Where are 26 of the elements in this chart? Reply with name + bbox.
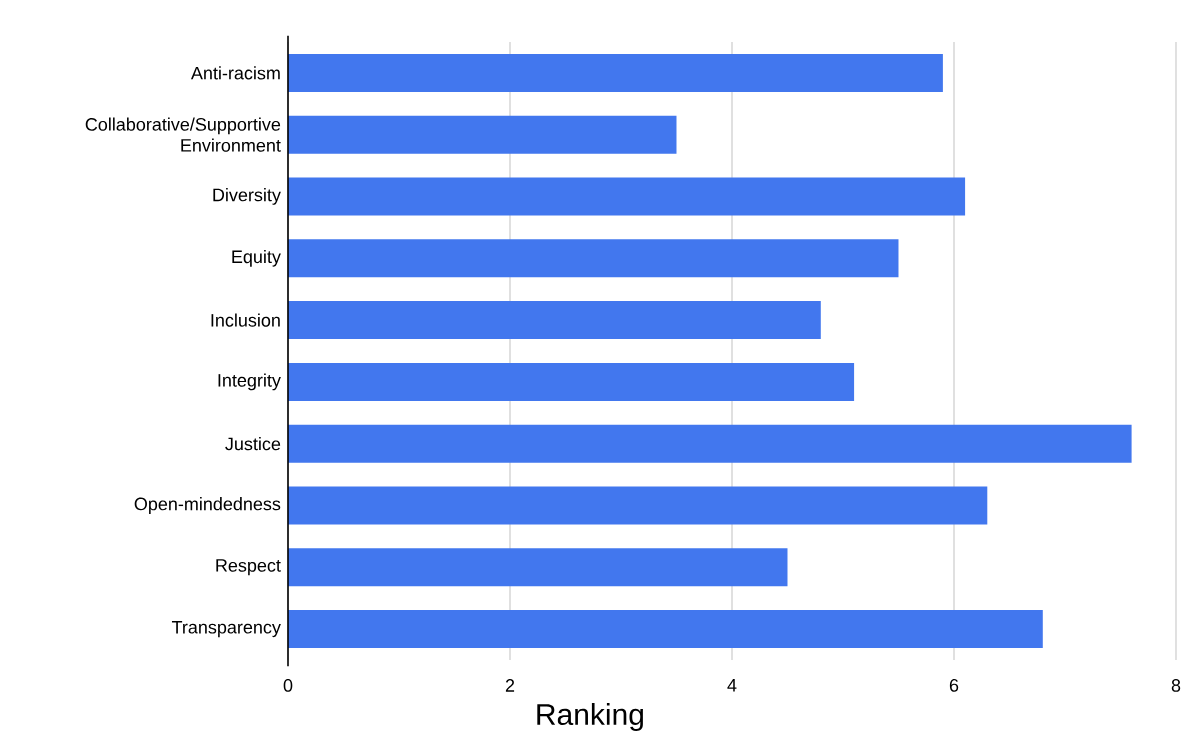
x-axis-title: Ranking	[537, 703, 643, 732]
bar	[288, 424, 1132, 463]
y-tick-label: Justice	[225, 437, 281, 451]
x-tick-label: 2	[505, 679, 515, 692]
bar	[288, 177, 966, 216]
y-tick-label: Inclusion	[211, 313, 280, 327]
y-tick-label: Open-mindedness	[134, 497, 281, 514]
bar	[288, 301, 821, 340]
bar	[288, 548, 788, 587]
y-tick-label: Integrity	[218, 373, 281, 391]
bar	[288, 362, 855, 401]
bar	[288, 610, 1043, 649]
y-tick-label: Equity	[232, 249, 281, 267]
y-tick-label: Anti-racism	[190, 66, 280, 80]
bar	[288, 115, 677, 154]
x-tick-label: 0	[283, 679, 293, 692]
bar	[288, 53, 943, 92]
x-tick-label: 6	[949, 679, 959, 692]
y-tick-label: Respect	[216, 559, 281, 576]
y-tick-label: Diversity	[213, 188, 281, 205]
bar	[288, 239, 899, 278]
bar	[288, 486, 988, 525]
x-tick-label: 4	[727, 679, 737, 692]
y-tick-label: Collaborative/Supportive Environment	[85, 117, 281, 152]
y-tick-label: Transparency	[171, 621, 281, 638]
x-tick-label: 8	[1171, 679, 1181, 692]
